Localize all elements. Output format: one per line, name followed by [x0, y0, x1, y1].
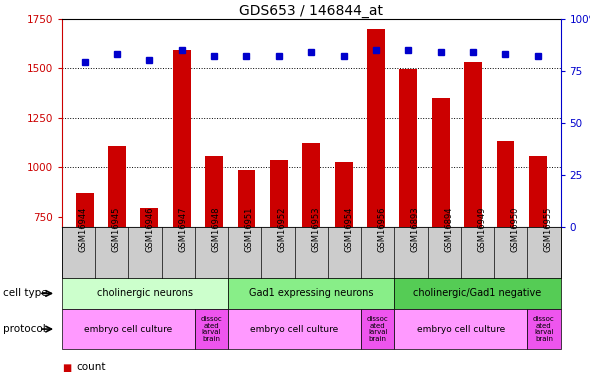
Text: GSM16955: GSM16955: [544, 207, 553, 252]
Text: protocol: protocol: [3, 324, 45, 334]
Bar: [140, 208, 158, 366]
Text: Gad1 expressing neurons: Gad1 expressing neurons: [249, 288, 373, 298]
Bar: [497, 141, 514, 366]
Text: GSM16956: GSM16956: [378, 207, 386, 252]
Text: GSM16952: GSM16952: [278, 207, 287, 252]
Text: dissoc
ated
larval
brain: dissoc ated larval brain: [201, 316, 222, 342]
Bar: [432, 98, 450, 366]
Title: GDS653 / 146844_at: GDS653 / 146844_at: [239, 4, 384, 18]
Text: GSM16945: GSM16945: [112, 207, 121, 252]
Bar: [76, 193, 93, 366]
Text: embryo cell culture: embryo cell culture: [84, 324, 172, 334]
Bar: [205, 156, 223, 366]
Bar: [399, 69, 417, 366]
Text: GSM16953: GSM16953: [312, 207, 320, 252]
Text: GSM16951: GSM16951: [245, 207, 254, 252]
Bar: [367, 28, 385, 366]
Text: GSM16949: GSM16949: [477, 207, 486, 252]
Text: dissoc
ated
larval
brain: dissoc ated larval brain: [367, 316, 389, 342]
Text: GSM16894: GSM16894: [444, 207, 453, 252]
Text: cholinergic neurons: cholinergic neurons: [97, 288, 193, 298]
Text: dissoc
ated
larval
brain: dissoc ated larval brain: [533, 316, 555, 342]
Text: GSM16946: GSM16946: [145, 207, 154, 252]
Text: GSM16954: GSM16954: [345, 207, 353, 252]
Bar: [464, 62, 482, 366]
Text: GSM16944: GSM16944: [78, 207, 87, 252]
Bar: [173, 51, 191, 366]
Bar: [108, 146, 126, 366]
Text: GSM16893: GSM16893: [411, 207, 420, 252]
Bar: [302, 142, 320, 366]
Text: ■: ■: [62, 363, 71, 372]
Text: embryo cell culture: embryo cell culture: [417, 324, 505, 334]
Bar: [238, 170, 255, 366]
Text: cholinergic/Gad1 negative: cholinergic/Gad1 negative: [413, 288, 542, 298]
Text: embryo cell culture: embryo cell culture: [251, 324, 339, 334]
Text: count: count: [77, 363, 106, 372]
Text: GSM16947: GSM16947: [178, 207, 187, 252]
Text: GSM16950: GSM16950: [510, 207, 520, 252]
Bar: [529, 156, 547, 366]
Bar: [335, 162, 352, 366]
Bar: [270, 160, 288, 366]
Text: GSM16948: GSM16948: [211, 207, 221, 252]
Text: cell type: cell type: [3, 288, 48, 298]
